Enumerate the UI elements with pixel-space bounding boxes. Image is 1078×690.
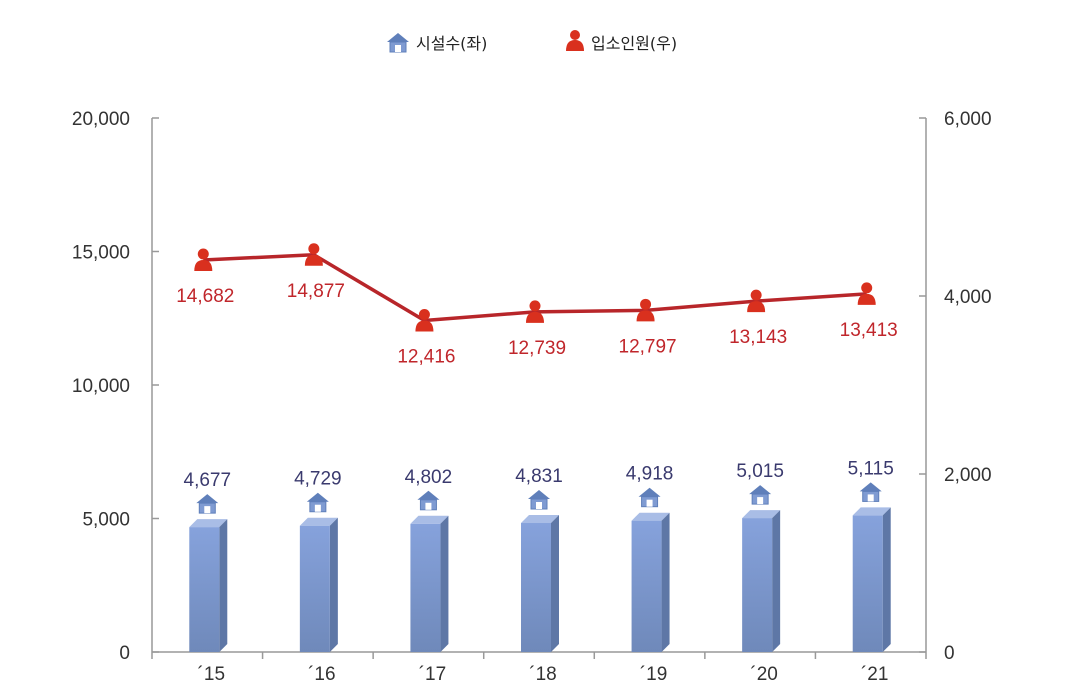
bar-series [189, 507, 891, 652]
bar-top [410, 515, 449, 524]
line-value-label: 12,797 [619, 336, 677, 357]
bar [742, 510, 781, 652]
bar-value-label: 4,729 [294, 469, 342, 490]
left-tick-label: 15,000 [72, 243, 130, 264]
right-axis-ticks: 0 2,000 4,000 6,000 [919, 109, 992, 664]
bar-value-label: 5,115 [848, 458, 894, 479]
bar-labels: 4,677 4,729 4,802 4,831 4,918 5,015 5,115 [184, 458, 894, 491]
bar-side [551, 515, 559, 652]
bar [299, 517, 338, 652]
bar [631, 512, 670, 652]
bar-front [410, 523, 441, 652]
bar-value-label: 4,918 [626, 464, 674, 485]
x-axis-ticks: ´15 ´16 ´17 ´18 ´19 ´20 ´21 [151, 652, 927, 685]
bar [410, 515, 449, 652]
house-icon [638, 487, 661, 508]
house-icon [749, 485, 772, 505]
bar-icons [196, 482, 882, 514]
left-tick-label: 10,000 [72, 376, 130, 397]
line-value-label: 12,739 [508, 338, 566, 359]
x-tick-label: ´19 [640, 664, 667, 685]
person-icon [415, 308, 434, 332]
bar-top [631, 512, 670, 521]
person-icon [194, 248, 213, 271]
legend-label-residents: 입소인원(우) [591, 34, 677, 53]
bar-value-label: 4,802 [405, 467, 453, 488]
bar-side [772, 510, 781, 652]
right-tick-label: 4,000 [944, 287, 992, 308]
bar-front [521, 523, 551, 652]
line-value-label: 14,682 [176, 286, 234, 307]
line-markers [194, 243, 876, 332]
bar-side [440, 515, 449, 652]
legend-label-facilities: 시설수(좌) [416, 34, 487, 53]
line-value-label: 13,413 [840, 320, 898, 341]
right-tick-label: 6,000 [944, 109, 992, 130]
legend-item-facilities: 시설수(좌) [387, 33, 487, 53]
person-icon [857, 282, 876, 305]
bar [852, 507, 891, 652]
bar-top [189, 519, 228, 528]
x-tick-label: ´16 [308, 664, 335, 685]
line-labels: 14,682 14,877 12,416 12,739 12,797 13,143 13,4… [176, 281, 898, 368]
house-icon [417, 490, 440, 511]
legend: 시설수(좌) 입소인원(우) [387, 30, 677, 53]
bar [189, 519, 228, 652]
line-value-label: 12,416 [397, 346, 455, 367]
legend-item-residents: 입소인원(우) [566, 30, 677, 53]
bar [521, 515, 559, 652]
person-icon [747, 289, 766, 313]
house-icon [387, 33, 409, 53]
bar-front [742, 518, 773, 652]
x-tick-label: ´15 [198, 664, 225, 685]
bar-top [742, 510, 781, 519]
line-value-label: 13,143 [729, 327, 787, 348]
x-tick-label: ´18 [529, 664, 556, 685]
house-icon [528, 490, 550, 510]
bar-side [882, 507, 891, 652]
bar-value-label: 4,677 [184, 470, 232, 491]
person-icon [636, 298, 655, 322]
left-tick-label: 0 [119, 643, 130, 664]
house-icon [306, 492, 329, 513]
person-icon [304, 243, 323, 266]
bar-top [521, 515, 559, 524]
person-icon [566, 30, 584, 51]
right-tick-label: 0 [944, 643, 955, 664]
bar-side [329, 517, 338, 652]
right-tick-label: 2,000 [944, 465, 992, 486]
left-tick-label: 20,000 [72, 109, 130, 130]
left-axis-ticks: 0 5,000 10,000 15,000 20,000 [72, 109, 159, 664]
bar-value-label: 5,015 [736, 461, 784, 482]
bar-top [299, 517, 338, 526]
bar-side [661, 512, 670, 652]
bar-top [852, 507, 891, 516]
bar-front [852, 515, 883, 652]
bar-front [631, 520, 662, 652]
x-tick-label: ´20 [750, 664, 777, 685]
line-value-label: 14,877 [287, 281, 345, 302]
house-icon [196, 494, 219, 514]
left-tick-label: 5,000 [82, 510, 130, 531]
person-icon [526, 300, 544, 323]
bar-front [299, 525, 330, 652]
x-tick-label: ´17 [419, 664, 446, 685]
bar-side [219, 519, 228, 652]
bar-front [189, 527, 220, 652]
bar-value-label: 4,831 [515, 466, 563, 487]
x-tick-label: ´21 [861, 664, 888, 685]
house-icon [859, 482, 882, 502]
